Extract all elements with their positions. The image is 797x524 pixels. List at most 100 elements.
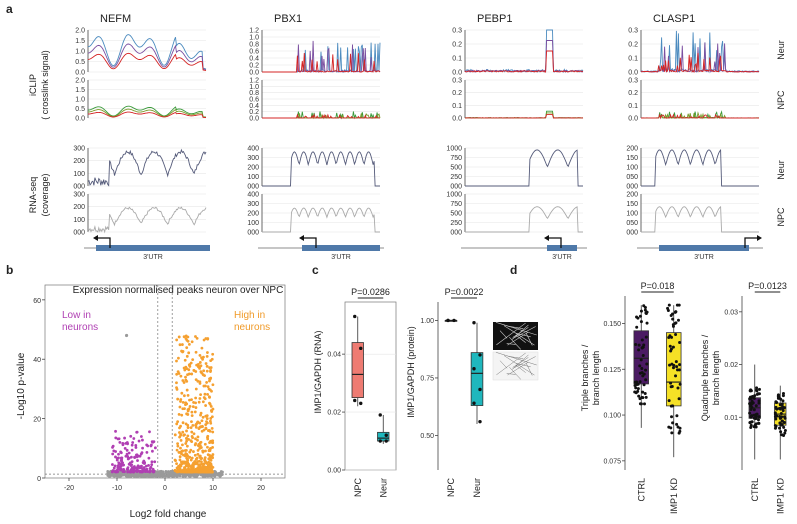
high-point (196, 449, 200, 452)
high-point (176, 442, 180, 445)
signal-line (464, 114, 584, 119)
utr-label: 3'UTR (552, 254, 572, 261)
low-point (151, 449, 154, 453)
high-point (196, 460, 200, 464)
low-point (130, 469, 134, 472)
high-point (203, 456, 207, 460)
data-point (782, 433, 786, 437)
ns-point (146, 475, 150, 478)
high-point (194, 335, 197, 338)
high-point (180, 391, 184, 395)
data-point (640, 338, 644, 342)
tss-arrow (98, 237, 111, 248)
gene-name-nefm: NEFM (100, 13, 131, 25)
high-point (183, 449, 187, 452)
data-point (636, 316, 640, 320)
x-category-label: IMP1 KD (775, 478, 785, 515)
skeleton-branch (512, 357, 529, 368)
tick-label: 000 (247, 184, 259, 191)
tss-arrow (549, 237, 562, 248)
data-point (780, 419, 784, 423)
high-point (176, 468, 180, 472)
high-point (197, 427, 201, 430)
high-point (208, 402, 212, 406)
high-point (206, 385, 210, 389)
signal-line (87, 43, 207, 71)
tick-label: 1.2 (249, 78, 259, 85)
tss-arrowhead (93, 235, 98, 241)
low-point (126, 442, 130, 446)
high-point (185, 429, 188, 433)
low-point (111, 463, 114, 466)
high-point (189, 468, 193, 472)
high-point (190, 372, 194, 376)
high-point (184, 334, 188, 338)
panel-letter-d: d (510, 263, 517, 277)
signal-line (465, 112, 584, 119)
high-point (175, 338, 179, 342)
data-point (757, 387, 761, 391)
neuron-image-skeleton (492, 351, 539, 381)
track-2-1: 0.0 0.1 0.2 0.3 (452, 78, 584, 123)
coverage-line (641, 148, 759, 187)
x-tick-label: -10 (112, 485, 122, 492)
high-point (179, 464, 183, 468)
tick-label: 300 (73, 146, 85, 153)
high-point (199, 393, 202, 397)
high-point (200, 346, 204, 350)
data-point (642, 402, 646, 406)
low-point (145, 467, 149, 471)
data-point (634, 386, 638, 390)
data-point (757, 399, 761, 403)
high-point (186, 434, 190, 438)
high-point (185, 367, 189, 371)
high-point (205, 420, 208, 424)
high-point (205, 369, 209, 373)
high-point (185, 346, 189, 350)
coverage-line (87, 206, 207, 234)
data-point (754, 404, 758, 408)
cond-npc-iclip: NPC (776, 90, 786, 110)
high-point (182, 366, 186, 370)
volcano-ylabel: -Log10 p-value (16, 352, 27, 419)
utr-label: 3'UTR (331, 254, 351, 261)
high-point (185, 379, 189, 383)
low-point (134, 443, 138, 447)
low-point (113, 464, 117, 468)
data-point (669, 385, 673, 389)
coverage-line (87, 148, 207, 187)
low-point (126, 468, 130, 471)
high-point (203, 392, 207, 396)
high-point (211, 383, 215, 387)
high-point (184, 375, 187, 379)
ns-point (176, 474, 180, 478)
low-point (114, 450, 117, 453)
data-point (678, 426, 682, 430)
x-tick-label: 10 (209, 485, 217, 492)
utr-box (659, 245, 749, 251)
data-point (643, 392, 647, 396)
utr-box (302, 245, 380, 251)
data-point (638, 314, 642, 318)
tick-label: 0.4 (249, 103, 259, 110)
data-point (669, 347, 673, 351)
data-point (781, 399, 785, 403)
tick-label: 000 (247, 230, 259, 237)
data-point (645, 362, 649, 366)
ns-point (135, 473, 138, 477)
track-1-1: 0.00.20.40.60.81.01.2 (249, 78, 381, 123)
high-point (192, 432, 196, 436)
cond-npc-rna: NPC (776, 207, 786, 227)
high-point (202, 428, 206, 432)
high-point (184, 422, 188, 426)
tick-label: 150 (626, 155, 638, 162)
high-point (178, 431, 181, 434)
high-point (190, 340, 194, 344)
tick-label: 500 (450, 211, 462, 218)
high-point (188, 364, 192, 368)
high-point (194, 387, 198, 391)
track-3-2: 000 050 100 150 200 (626, 146, 759, 191)
low-label-1: Low in (62, 310, 91, 321)
data-point (752, 408, 756, 412)
panel-b-volcano: Expression normalised peaks neuron over … (16, 284, 286, 520)
